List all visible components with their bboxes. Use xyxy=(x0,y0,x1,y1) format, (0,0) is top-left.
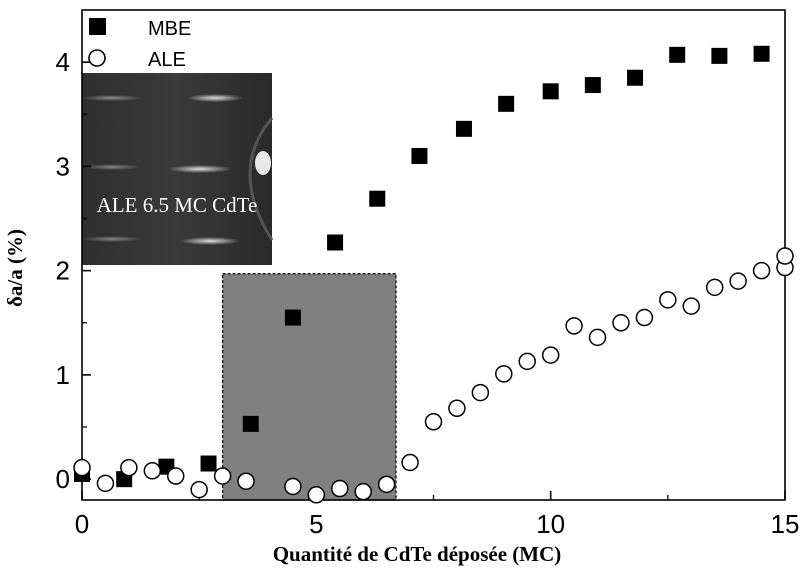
ale-data-point xyxy=(518,352,536,371)
mbe-data-point xyxy=(669,46,686,63)
ale-data-point xyxy=(588,328,607,347)
ale-data-point xyxy=(213,467,232,485)
inset-rheed-image: ALE 6.5 MC CdTe xyxy=(82,73,274,265)
y-tick-label: 0 xyxy=(56,464,70,494)
ale-data-point xyxy=(166,467,185,485)
ale-data-point xyxy=(284,477,302,496)
mbe-data-point xyxy=(411,147,428,164)
inset-streak xyxy=(187,94,243,102)
y-tick-label: 4 xyxy=(56,47,70,77)
inset-streak xyxy=(84,164,140,170)
shaded-region xyxy=(222,273,397,501)
ale-data-point xyxy=(565,317,583,335)
legend-marker-mbe xyxy=(89,18,106,35)
shaded-region-layer xyxy=(222,273,397,501)
ale-data-point xyxy=(307,486,326,504)
x-axis-title: Quantité de CdTe déposée (MC) xyxy=(273,542,562,566)
y-tick-label: 3 xyxy=(56,151,70,181)
legend-marker-ale xyxy=(88,49,106,67)
mbe-data-point xyxy=(711,47,728,64)
ale-data-point xyxy=(635,308,654,327)
x-tick-label: 0 xyxy=(75,509,89,539)
x-tick-label: 10 xyxy=(536,509,565,539)
ale-data-point xyxy=(541,346,560,364)
ale-data-point xyxy=(659,291,677,309)
mbe-data-point xyxy=(584,77,601,94)
mbe-data-point xyxy=(200,455,217,472)
inset-streak xyxy=(168,165,232,173)
mbe-data-point xyxy=(627,69,644,86)
mbe-data-point xyxy=(369,190,386,207)
inset-specular-spot xyxy=(255,151,271,175)
mbe-data-point xyxy=(455,120,472,137)
ale-data-point xyxy=(705,278,724,297)
ale-data-point xyxy=(237,472,255,490)
ale-data-point xyxy=(96,474,115,493)
x-tick-label: 15 xyxy=(771,509,800,539)
ale-data-point xyxy=(448,399,466,418)
data-marks-layer xyxy=(73,45,794,504)
inset-shadow-edge xyxy=(248,117,274,241)
legend-label-ale: ALE xyxy=(148,49,186,71)
ale-data-point xyxy=(401,453,419,472)
legend-label-mbe: MBE xyxy=(148,18,191,40)
inset-streak xyxy=(82,236,142,242)
mbe-data-point xyxy=(498,95,515,112)
ale-data-point xyxy=(495,365,513,383)
y-axis-title: δa/a (%) xyxy=(3,229,27,307)
ale-data-point xyxy=(190,480,208,499)
ale-data-point xyxy=(331,479,349,498)
ale-data-point xyxy=(143,462,162,480)
y-tick-label: 2 xyxy=(56,256,70,286)
mbe-data-point xyxy=(542,83,559,100)
ale-data-point xyxy=(120,458,138,477)
ale-data-point xyxy=(682,297,701,315)
inset-caption: ALE 6.5 MC CdTe xyxy=(97,193,258,217)
ale-data-point xyxy=(377,475,396,494)
x-tick-label: 5 xyxy=(309,509,323,539)
mbe-data-point xyxy=(753,45,770,62)
ale-data-point xyxy=(752,261,771,280)
ale-data-point xyxy=(424,413,443,431)
legend: MBE ALE xyxy=(88,18,191,71)
ale-data-point xyxy=(612,314,630,332)
ale-data-point xyxy=(729,272,747,290)
inset-streak xyxy=(180,237,240,245)
mbe-data-point xyxy=(284,309,301,326)
ale-data-point xyxy=(776,247,794,265)
ale-data-point xyxy=(354,482,372,501)
inset-streak xyxy=(82,95,142,101)
ale-data-point xyxy=(73,458,91,477)
ale-data-point xyxy=(471,383,490,402)
mbe-data-point xyxy=(242,415,259,432)
y-tick-label: 1 xyxy=(56,360,70,390)
mbe-data-point xyxy=(327,234,344,251)
